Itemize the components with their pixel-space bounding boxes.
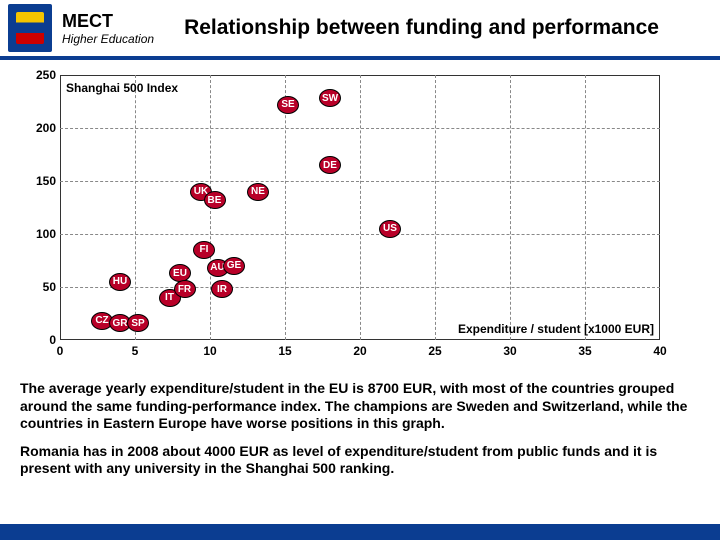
data-point-us: US xyxy=(379,220,401,238)
grid-line-v xyxy=(585,75,586,340)
y-tick-label: 100 xyxy=(36,227,56,241)
data-point-ir: IR xyxy=(211,280,233,298)
data-point-sp: SP xyxy=(127,314,149,332)
y-tick-label: 200 xyxy=(36,121,56,135)
grid-line-v xyxy=(135,75,136,340)
x-tick-label: 10 xyxy=(203,344,216,358)
page-title: Relationship between funding and perform… xyxy=(184,16,659,40)
y-tick-label: 0 xyxy=(49,333,56,347)
x-tick-label: 40 xyxy=(653,344,666,358)
paragraph-2: Romania has in 2008 about 4000 EUR as le… xyxy=(20,443,700,478)
data-point-ge: GE xyxy=(223,257,245,275)
scatter-chart: 050100150200250 0510152025303540Shanghai… xyxy=(20,70,680,370)
y-tick-label: 150 xyxy=(36,174,56,188)
chart-container: 050100150200250 0510152025303540Shanghai… xyxy=(0,60,720,370)
plot-area: 0510152025303540Shanghai 500 IndexExpend… xyxy=(60,75,660,340)
x-tick-label: 0 xyxy=(57,344,64,358)
data-point-de: DE xyxy=(319,156,341,174)
paragraph-1: The average yearly expenditure/student i… xyxy=(20,380,700,433)
x-tick-label: 25 xyxy=(428,344,441,358)
chart-annotation-bottom: Expenditure / student [x1000 EUR] xyxy=(458,322,654,336)
grid-line-v xyxy=(285,75,286,340)
data-point-sw: SW xyxy=(319,89,341,107)
header-text-block: MECT Higher Education xyxy=(62,11,154,46)
data-point-be: BE xyxy=(204,191,226,209)
x-tick-label: 35 xyxy=(578,344,591,358)
body-text: The average yearly expenditure/student i… xyxy=(0,370,720,478)
grid-line-v xyxy=(510,75,511,340)
data-point-fi: FI xyxy=(193,241,215,259)
y-axis: 050100150200250 xyxy=(20,70,60,340)
org-name: MECT xyxy=(62,11,154,32)
y-tick-label: 250 xyxy=(36,68,56,82)
grid-line-v xyxy=(435,75,436,340)
data-point-ne: NE xyxy=(247,183,269,201)
org-subtitle: Higher Education xyxy=(62,32,154,46)
y-tick-label: 50 xyxy=(43,280,56,294)
grid-line-v xyxy=(360,75,361,340)
x-tick-label: 5 xyxy=(132,344,139,358)
data-point-fr: FR xyxy=(174,280,196,298)
chart-annotation-top: Shanghai 500 Index xyxy=(66,81,178,95)
data-point-hu: HU xyxy=(109,273,131,291)
data-point-se: SE xyxy=(277,96,299,114)
x-tick-label: 20 xyxy=(353,344,366,358)
x-tick-label: 15 xyxy=(278,344,291,358)
header: MECT Higher Education Relationship betwe… xyxy=(0,0,720,60)
mect-logo-icon xyxy=(8,4,52,52)
x-tick-label: 30 xyxy=(503,344,516,358)
footer-bar xyxy=(0,524,720,540)
